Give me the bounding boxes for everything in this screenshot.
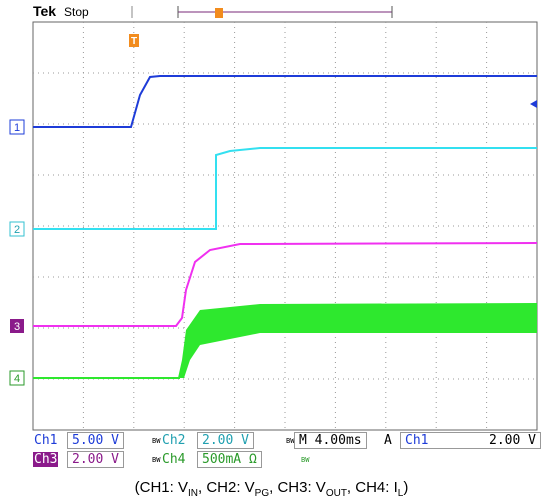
trigger-marker: [129, 34, 139, 47]
bw: BW: [301, 456, 310, 464]
trigger-label: T: [131, 36, 137, 47]
ch3-marker-label: 3: [14, 321, 20, 333]
status: Stop: [64, 5, 89, 19]
timebase: M 4.00ms: [294, 432, 367, 449]
caption-text: (CH1: V: [134, 479, 188, 496]
caption-sub: PG: [254, 488, 270, 499]
ch1-scale: 5.00 V: [67, 432, 124, 449]
ch3-marker: [10, 319, 24, 333]
caption-sub: OUT: [325, 488, 347, 499]
ch4-label: Ch4: [162, 452, 186, 467]
scope-screen: T 1 2 3 4: [9, 6, 538, 431]
ch2-marker: [9, 221, 25, 237]
bw: BW: [152, 437, 161, 445]
trigger-source: Ch1: [405, 433, 429, 448]
ch4-scale: 500mA Ω: [197, 451, 262, 468]
trigger-level: 2.00 V: [489, 433, 536, 448]
ch1-marker-label: 1: [14, 122, 20, 134]
ch3-label: Ch3: [33, 452, 59, 467]
trigger-mode: A: [384, 433, 392, 448]
level-marker: [530, 100, 537, 108]
caption-text: , CH3: V: [269, 479, 326, 496]
ch1-label: Ch1: [34, 433, 58, 448]
bw: BW: [286, 437, 295, 445]
trigger-readout: Ch1 2.00 V: [400, 432, 541, 449]
caption: (CH1: VIN, CH2: VPG, CH3: VOUT, CH4: IL): [0, 479, 543, 499]
caption-text: ): [403, 479, 409, 496]
ch2-scale: 2.00 V: [197, 432, 254, 449]
ch1-waveform: [33, 75, 537, 128]
ch1-marker: [9, 119, 25, 135]
ch3-scale: 2.00 V: [67, 451, 124, 468]
trigger-pos: [215, 8, 223, 18]
ch2-label: Ch2: [162, 433, 186, 448]
caption-text: , CH2: V: [197, 479, 255, 496]
brand: Tek: [33, 3, 57, 19]
ch4-marker-label: 4: [14, 373, 20, 385]
ch3-waveform: [33, 242, 538, 327]
bw: BW: [152, 456, 161, 464]
ch4-marker: [9, 370, 25, 386]
caption-sub: L: [397, 488, 404, 499]
ch2-waveform: [33, 147, 537, 230]
caption-sub: IN: [187, 488, 198, 499]
caption-text: , CH4: I: [346, 479, 398, 496]
ch2-marker-label: 2: [14, 224, 20, 236]
ch4-envelope: [33, 303, 537, 378]
